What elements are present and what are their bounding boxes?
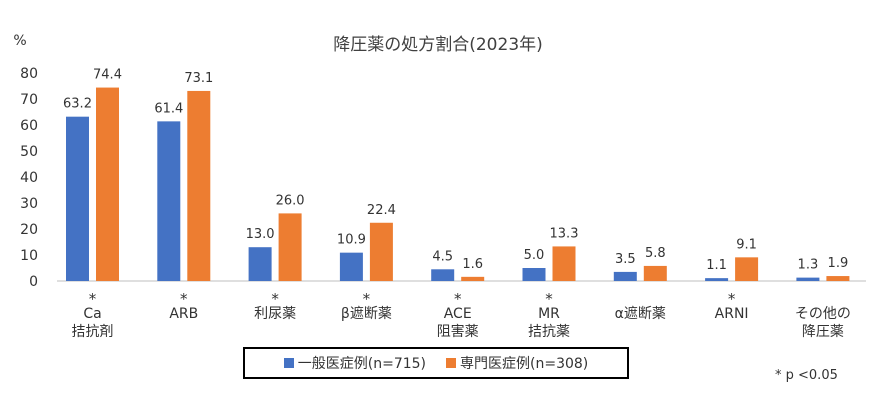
bar-value-label: 1.9 xyxy=(828,256,849,271)
bar-general xyxy=(705,278,729,281)
x-tick-label: β遮断薬 xyxy=(341,306,392,322)
legend-swatch-general xyxy=(283,358,294,368)
legend-item-specialist: 専門医症例(n=308) xyxy=(446,353,588,373)
y-tick-label: 10 xyxy=(20,248,38,264)
x-tick-label: 拮抗剤 xyxy=(72,324,114,340)
bar-general xyxy=(431,269,455,281)
bar-specialist xyxy=(461,276,485,281)
bar-specialist xyxy=(643,265,667,281)
bar-specialist xyxy=(552,246,576,281)
bar-specialist xyxy=(96,87,119,281)
legend-label-general: 一般医症例(n=715) xyxy=(297,356,426,372)
bar-value-label: 10.9 xyxy=(337,233,366,248)
bar-value-label: 13.3 xyxy=(550,226,579,241)
y-tick-label: 80 xyxy=(20,66,38,82)
bar-value-label: 9.1 xyxy=(736,237,757,252)
bar-value-label: 5.8 xyxy=(645,246,666,261)
bar-general xyxy=(248,247,272,281)
bar-value-label: 74.4 xyxy=(93,68,122,83)
legend-item-general: 一般医症例(n=715) xyxy=(283,353,426,373)
x-tick-label: 阻害薬 xyxy=(437,324,479,340)
significance-star: * xyxy=(89,290,97,308)
bar-value-label: 63.2 xyxy=(63,97,92,112)
y-tick-label: 40 xyxy=(20,170,38,186)
bar-value-label: 61.4 xyxy=(154,101,183,116)
significance-star: * xyxy=(363,290,371,308)
x-tick-label: ARB xyxy=(169,306,198,322)
x-tick-label: 拮抗薬 xyxy=(528,324,570,340)
bar-specialist xyxy=(826,276,850,281)
y-tick-label: 50 xyxy=(20,144,38,160)
x-tick-label: MR xyxy=(538,306,560,322)
y-tick-label: 60 xyxy=(20,118,38,134)
x-tick-label: ARNI xyxy=(715,306,749,322)
y-axis-label: % xyxy=(13,33,26,49)
bar-value-label: 1.3 xyxy=(798,258,819,273)
legend-swatch-specialist xyxy=(446,358,456,368)
x-tick-label: 降圧薬 xyxy=(802,324,844,340)
bar-value-label: 5.0 xyxy=(524,248,545,263)
bar-general xyxy=(522,268,546,281)
bar-value-label: 73.1 xyxy=(184,71,213,86)
bar-specialist xyxy=(369,222,393,281)
bar-specialist xyxy=(735,257,759,281)
y-tick-label: 70 xyxy=(20,92,38,108)
x-tick-label: ACE xyxy=(444,306,472,322)
x-tick-label: その他の xyxy=(795,306,851,322)
bar-value-label: 4.5 xyxy=(432,249,453,264)
y-tick-label: 0 xyxy=(29,274,38,290)
bar-value-label: 22.4 xyxy=(367,203,396,218)
bar-specialist xyxy=(187,90,211,281)
bar-general xyxy=(796,277,820,281)
bar-value-label: 3.5 xyxy=(615,252,636,267)
bar-general xyxy=(157,121,181,281)
legend-label-specialist: 専門医症例(n=308) xyxy=(460,356,589,372)
bar-value-label: 13.0 xyxy=(246,227,275,242)
bar-value-label: 26.0 xyxy=(276,193,305,208)
significance-star: * xyxy=(180,290,188,308)
chart-title: 降圧薬の処方割合(2023年) xyxy=(333,35,543,55)
bar-specialist xyxy=(278,213,302,281)
x-tick-label: Ca xyxy=(83,306,101,322)
significance-star: * xyxy=(728,290,736,308)
y-tick-label: 20 xyxy=(20,222,38,238)
y-tick-label: 30 xyxy=(20,196,38,212)
x-tick-label: 利尿薬 xyxy=(254,306,296,322)
significance-star: * xyxy=(545,290,553,308)
legend: 一般医症例(n=715) 専門医症例(n=308) xyxy=(243,347,629,379)
bar-general xyxy=(66,116,89,282)
bar-general xyxy=(339,252,363,281)
bar-value-label: 1.6 xyxy=(462,257,483,272)
significance-note: * p <0.05 xyxy=(775,368,838,383)
bar-general xyxy=(613,271,637,281)
significance-star: * xyxy=(454,290,462,308)
x-tick-label: α遮断薬 xyxy=(615,306,666,322)
significance-star: * xyxy=(271,290,279,308)
bar-value-label: 1.1 xyxy=(706,258,727,273)
